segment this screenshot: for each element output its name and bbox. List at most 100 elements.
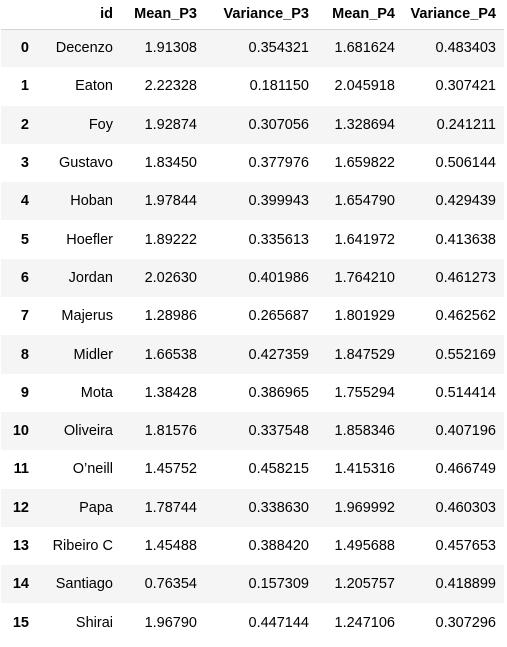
cell-id: Hoban [70,193,113,210]
cell-mean-p3: 1.45752 [144,461,197,478]
cell-mean-p3: 1.92874 [144,116,197,133]
cell-variance-p4: 0.307421 [435,78,496,95]
table-header: id Mean_P3 Variance_P3 Mean_P4 Variance_… [1,0,504,30]
cell-id: Papa [79,499,113,516]
cell-mean-p3: 2.22328 [144,78,197,95]
cell-mean-p3: 1.83450 [144,155,197,172]
cell-mean-p4: 1.247106 [334,614,395,631]
cell-variance-p3: 0.265687 [248,308,309,325]
cell-mean-p4: 1.847529 [334,346,395,363]
cell-variance-p3: 0.307056 [248,116,309,133]
cell-id: Decenzo [55,40,113,57]
cell-variance-p3: 0.354321 [248,40,309,57]
row-index: 9 [20,384,29,401]
cell-mean-p4: 1.858346 [334,423,395,440]
row-index: 7 [20,308,29,325]
cell-mean-p3: 1.96790 [144,614,197,631]
table-row: 9 Mota 1.38428 0.386965 1.755294 0.514414 [1,374,504,412]
cell-variance-p4: 0.506144 [435,155,496,172]
cell-variance-p4: 0.429439 [435,193,496,210]
row-index: 13 [12,538,29,554]
cell-mean-p4: 2.045918 [334,78,395,95]
table-row: 3 Gustavo 1.83450 0.377976 1.659822 0.506144 [1,144,504,182]
table-row: 7 Majerus 1.28986 0.265687 1.801929 0.462562 [1,297,504,335]
column-header-mean-p4: Mean_P4 [317,0,403,30]
table-row: 5 Hoefler 1.89222 0.335613 1.641972 0.413638 [1,220,504,258]
cell-mean-p4: 1.659822 [334,155,395,172]
cell-variance-p3: 0.181150 [249,78,309,95]
table-row: 1 Eaton 2.22328 0.181150 2.045918 0.307421 [1,67,504,105]
cell-mean-p3: 1.45488 [144,538,197,554]
row-index: 12 [12,499,29,516]
cell-variance-p4: 0.462562 [435,308,496,325]
cell-mean-p4: 1.495688 [334,538,395,554]
table-row: 0 Decenzo 1.91308 0.354321 1.681624 0.483403 [1,29,504,68]
cell-mean-p4: 1.764210 [334,269,395,286]
column-header-id: id [37,0,121,30]
row-index: 8 [20,346,29,363]
cell-variance-p3: 0.401986 [248,269,309,286]
cell-variance-p4: 0.413638 [435,231,496,248]
cell-id: O’neill [72,461,113,478]
cell-variance-p4: 0.466749 [435,461,496,478]
column-header-mean-p3: Mean_P3 [121,0,205,30]
cell-variance-p4: 0.514414 [435,384,496,401]
cell-id: Eaton [75,78,113,95]
cell-variance-p4: 0.552169 [435,346,496,363]
table-row: 11 O’neill 1.45752 0.458215 1.415316 0.466749 [1,450,504,488]
cell-id: Oliveira [63,423,113,440]
table-row: 12 Papa 1.78744 0.338630 1.969992 0.460303 [1,488,504,527]
row-index: 3 [20,155,29,172]
table-row: 14 Santiago 0.76354 0.157309 1.205757 0.41889… [1,565,504,604]
cell-variance-p4: 0.461273 [435,269,496,286]
table-row: 2 Foy 1.92874 0.307056 1.328694 0.241211 [1,105,504,144]
cell-variance-p3: 0.335613 [248,231,309,248]
cell-mean-p4: 1.328694 [334,116,395,133]
column-header-variance-p3: Variance_P3 [205,0,317,30]
cell-variance-p3: 0.447144 [248,614,309,631]
row-index: 14 [12,576,29,593]
row-index: 0 [20,40,29,57]
cell-id: Jordan [68,269,113,286]
row-index: 2 [20,116,29,133]
cell-mean-p4: 1.415316 [334,461,395,478]
cell-id: Ribeiro C [52,538,113,554]
row-index: 11 [13,461,29,478]
cell-id: Santiago [55,576,113,593]
cell-mean-p3: 2.02630 [144,269,197,286]
row-index: 1 [20,78,29,95]
cell-id: Midler [73,346,113,363]
cell-variance-p3: 0.157309 [248,576,309,593]
cell-mean-p4: 1.801929 [334,308,395,325]
row-index: 6 [20,269,29,286]
cell-id: Foy [88,116,113,133]
cell-variance-p3: 0.338630 [248,499,309,516]
cell-mean-p4: 1.755294 [334,384,395,401]
cell-mean-p3: 1.28986 [144,308,197,325]
table-row: 8 Midler 1.66538 0.427359 1.847529 0.552169 [1,335,504,374]
cell-variance-p3: 0.399943 [248,193,309,210]
cell-mean-p3: 1.91308 [144,40,197,57]
cell-variance-p4: 0.407196 [435,423,496,440]
cell-variance-p3: 0.388420 [248,538,309,554]
table-row: 6 Jordan 2.02630 0.401986 1.764210 0.461273 [1,258,504,298]
table-body: 0 Decenzo 1.91308 0.354321 1.681624 0.483403 1… [1,29,504,642]
header-row: id Mean_P3 Variance_P3 Mean_P4 Variance_… [1,0,504,30]
column-header-variance-p4: Variance_P4 [403,0,504,30]
cell-mean-p3: 1.78744 [144,499,197,516]
cell-variance-p4: 0.460303 [435,499,496,516]
cell-mean-p3: 1.81576 [144,423,197,440]
cell-mean-p4: 1.681624 [334,40,395,57]
cell-id: Shirai [75,614,113,631]
cell-mean-p4: 1.641972 [334,231,395,248]
table-row: 15 Shirai 1.96790 0.447144 1.247106 0.307296 [1,603,504,641]
cell-variance-p3: 0.386965 [248,384,309,401]
cell-variance-p4: 0.457653 [435,538,496,554]
cell-variance-p3: 0.337548 [248,423,309,440]
cell-id: Majerus [61,308,113,325]
cell-variance-p3: 0.377976 [248,155,309,172]
row-index: 5 [20,231,29,248]
cell-id: Mota [80,384,113,401]
index-header [1,0,37,30]
